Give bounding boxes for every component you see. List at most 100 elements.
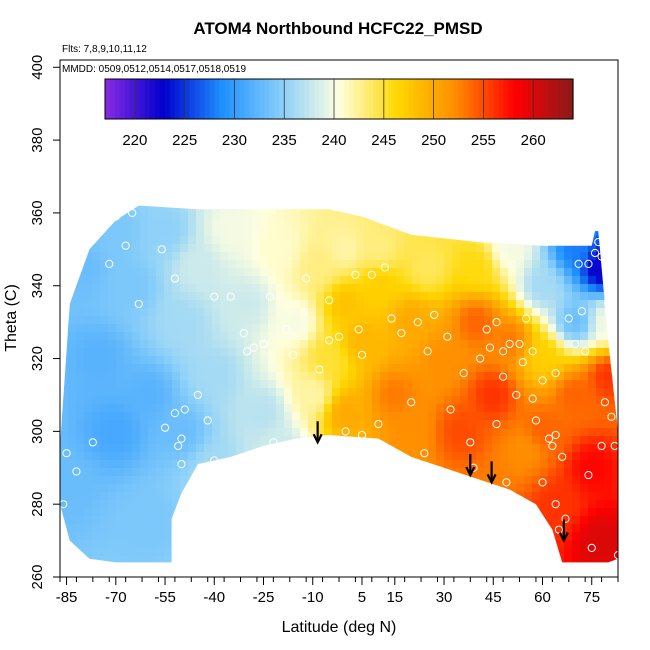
heatmap-cell bbox=[364, 284, 373, 293]
heatmap-cell bbox=[596, 452, 605, 461]
heatmap-cell bbox=[380, 436, 389, 445]
heatmap-cell bbox=[284, 205, 293, 213]
heatmap-cell bbox=[84, 356, 93, 365]
heatmap-cell bbox=[476, 172, 485, 181]
observation-point bbox=[121, 241, 130, 250]
heatmap-cell bbox=[300, 380, 309, 389]
heatmap-cell bbox=[356, 516, 365, 525]
heatmap-cell bbox=[92, 364, 101, 373]
heatmap-cell bbox=[244, 244, 253, 253]
heatmap-cell bbox=[188, 268, 197, 277]
heatmap-cell bbox=[236, 220, 245, 229]
heatmap-cell bbox=[340, 476, 349, 485]
heatmap-cell bbox=[188, 428, 197, 437]
heatmap-cell bbox=[388, 220, 397, 229]
heatmap-cell bbox=[60, 205, 69, 213]
heatmap-cell bbox=[228, 452, 237, 461]
heatmap-cell bbox=[180, 404, 189, 413]
colorbar-swatch bbox=[423, 79, 430, 119]
heatmap-cell bbox=[188, 300, 197, 309]
heatmap-cell bbox=[140, 404, 149, 413]
heatmap-cell bbox=[380, 236, 389, 245]
heatmap-cell bbox=[76, 364, 85, 373]
heatmap-cell bbox=[468, 436, 477, 445]
heatmap-cell bbox=[156, 508, 165, 517]
heatmap-cell bbox=[164, 180, 173, 189]
heatmap-cell bbox=[180, 372, 189, 381]
heatmap-cell bbox=[76, 220, 85, 229]
heatmap-cell bbox=[388, 428, 397, 437]
heatmap-cell bbox=[260, 516, 269, 525]
heatmap-cell bbox=[524, 252, 533, 261]
heatmap-cell bbox=[604, 476, 613, 485]
heatmap-cell bbox=[508, 500, 517, 509]
heatmap-cell bbox=[428, 244, 437, 253]
heatmap-cell bbox=[124, 356, 133, 365]
heatmap-cell bbox=[356, 428, 365, 437]
heatmap-cell bbox=[500, 468, 509, 477]
heatmap-cell bbox=[516, 68, 525, 77]
heatmap-cell bbox=[132, 236, 141, 245]
heatmap-cell bbox=[76, 140, 85, 149]
heatmap-cell bbox=[388, 68, 397, 77]
colorbar-swatch bbox=[224, 79, 231, 119]
heatmap-cell bbox=[556, 212, 565, 221]
heatmap-cell bbox=[180, 476, 189, 485]
heatmap-cell bbox=[356, 372, 365, 381]
heatmap-cell bbox=[420, 444, 429, 453]
heatmap-cell bbox=[492, 188, 501, 197]
heatmap-cell bbox=[484, 308, 493, 317]
heatmap-cell bbox=[180, 516, 189, 525]
heatmap-cell bbox=[308, 156, 317, 165]
heatmap-cell bbox=[356, 205, 365, 213]
heatmap-cell bbox=[372, 332, 381, 341]
heatmap-cell bbox=[292, 452, 301, 461]
heatmap-cell bbox=[604, 220, 613, 229]
heatmap-cell bbox=[580, 484, 589, 493]
heatmap-cell bbox=[292, 508, 301, 517]
heatmap-cell bbox=[268, 284, 277, 293]
heatmap-cell bbox=[260, 228, 269, 237]
observation-point bbox=[374, 419, 383, 429]
heatmap-cell bbox=[356, 532, 365, 541]
heatmap-cell bbox=[356, 484, 365, 493]
heatmap-cell bbox=[68, 132, 77, 141]
heatmap-cell bbox=[548, 156, 557, 165]
heatmap-cell bbox=[100, 308, 109, 317]
colorbar-tick-label: 225 bbox=[172, 132, 197, 149]
heatmap-cell bbox=[420, 420, 429, 429]
heatmap-cell bbox=[604, 100, 613, 109]
heatmap-cell bbox=[524, 532, 533, 541]
heatmap-cell bbox=[540, 196, 549, 205]
heatmap-cell bbox=[164, 244, 173, 253]
heatmap-cell bbox=[420, 492, 429, 501]
heatmap-cell bbox=[396, 444, 405, 453]
heatmap-cell bbox=[284, 300, 293, 309]
colorbar-swatch bbox=[453, 79, 460, 119]
heatmap-cell bbox=[452, 196, 461, 205]
heatmap-cell bbox=[572, 508, 581, 517]
heatmap-cell bbox=[428, 436, 437, 445]
heatmap-cell bbox=[140, 268, 149, 277]
heatmap-cell bbox=[596, 308, 605, 317]
heatmap-cell bbox=[444, 324, 453, 333]
heatmap-cell bbox=[188, 212, 197, 221]
heatmap-cell bbox=[324, 572, 333, 581]
heatmap-cell bbox=[92, 236, 101, 245]
heatmap-cell bbox=[196, 332, 205, 341]
heatmap-cell bbox=[564, 532, 573, 541]
heatmap-cell bbox=[452, 228, 461, 237]
heatmap-cell bbox=[484, 148, 493, 157]
heatmap-cell bbox=[484, 492, 493, 501]
heatmap-cell bbox=[84, 348, 93, 357]
heatmap-cell bbox=[476, 348, 485, 357]
heatmap-cell bbox=[116, 364, 125, 373]
heatmap-cell bbox=[244, 205, 253, 213]
heatmap-cell bbox=[172, 332, 181, 341]
observation-point bbox=[584, 259, 593, 268]
heatmap-cell bbox=[68, 476, 77, 485]
heatmap-cell bbox=[564, 452, 573, 461]
heatmap-cell bbox=[444, 356, 453, 365]
heatmap-cell bbox=[420, 68, 429, 77]
heatmap-cell bbox=[332, 172, 341, 181]
